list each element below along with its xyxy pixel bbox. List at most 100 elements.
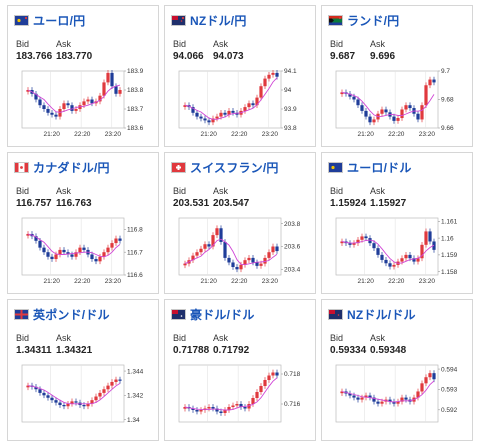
candle-body [223, 410, 227, 413]
candle-body [203, 118, 207, 121]
bid-label: Bid [330, 333, 344, 343]
candle-body [424, 377, 428, 384]
pair-title-link[interactable]: ユーロ/ドル [347, 160, 412, 175]
currency-pair-card[interactable]: ユーロ/ドル Bid Ask 1.15924 1.15927 1.161 1.16 1.159… [321, 152, 473, 294]
ask-label: Ask [213, 186, 229, 196]
candle-body [215, 228, 219, 236]
candlestick-chart[interactable]: 0.594 0.593 0.592 [326, 362, 466, 440]
candle-body [384, 259, 388, 264]
candle-body [118, 238, 122, 241]
moving-average-line [184, 238, 278, 266]
candlestick-chart[interactable]: 203.8 203.6 203.4 21:20 22:20 23:20 [169, 215, 309, 293]
candle-body [110, 72, 114, 87]
candlestick-chart[interactable]: 116.8 116.7 116.6 21:20 22:20 23:20 [12, 215, 152, 293]
candle-body [195, 112, 199, 117]
candle-body [396, 401, 400, 404]
candle-body [259, 263, 263, 266]
candlestick-chart[interactable]: 1.344 1.342 1.34 [12, 362, 152, 440]
currency-pair-card[interactable]: スイスフラン/円 Bid Ask 203.531 203.547 203.8 203.6 20… [164, 152, 316, 294]
candle-body [392, 116, 396, 121]
candle-body [90, 254, 94, 260]
candle-body [227, 257, 231, 263]
candlestick-chart[interactable]: 94.1 94 93.9 93.8 21:20 22:20 23:20 [169, 68, 309, 146]
currency-pair-card[interactable]: ランド/円 Bid Ask 9.687 9.696 9.7 9.68 9.66 21:20 22:… [321, 5, 473, 147]
card-header: カナダドル/円 [14, 158, 154, 176]
candle-body [50, 112, 54, 115]
candle-body [263, 78, 267, 87]
candle-body [384, 109, 388, 113]
currency-pair-card[interactable]: 豪ドル/ドル Bid Ask 0.71788 0.71792 0.718 0.716 [164, 299, 316, 441]
pair-title-link[interactable]: NZドル/ドル [347, 307, 416, 322]
candle-body [420, 244, 424, 259]
x-tick-label: 23:20 [105, 278, 122, 285]
candle-body [239, 264, 243, 270]
candle-body [231, 110, 235, 113]
currency-pair-card[interactable]: ユーロ/円 Bid Ask 183.766 183.770 183.9 183.8 183.7… [7, 5, 159, 147]
candle-body [191, 107, 195, 113]
candle-body [38, 99, 42, 106]
candle-body [368, 116, 372, 123]
candle-body [106, 72, 110, 83]
candle-body [58, 249, 62, 255]
pair-title-link[interactable]: ランド/円 [347, 13, 400, 28]
x-tick-label: 23:20 [262, 278, 279, 285]
candle-body [364, 236, 368, 239]
y-tick-label: 93.9 [284, 106, 297, 113]
bid-label: Bid [330, 186, 344, 196]
candle-body [34, 93, 38, 100]
candle-body [203, 244, 207, 249]
bid-label: Bid [16, 39, 30, 49]
candle-body [267, 375, 271, 380]
candle-body [243, 260, 247, 265]
candlestick-chart[interactable]: 183.9 183.8 183.7 183.6 21:20 22:20 23:20 [12, 68, 152, 146]
pair-title-link[interactable]: カナダドル/円 [33, 160, 110, 175]
ch-jp-flag-icon [171, 161, 186, 173]
candlestick-chart[interactable]: 9.7 9.68 9.66 21:20 22:20 23:20 [326, 68, 466, 146]
moving-average-line [184, 77, 278, 120]
ask-value: 183.770 [56, 51, 93, 62]
candle-body [388, 399, 392, 402]
x-tick-label: 21:20 [201, 278, 218, 285]
x-tick-label: 23:20 [419, 278, 436, 285]
candle-body [360, 236, 364, 240]
card-header: 豪ドル/ドル [171, 305, 311, 323]
pair-title-link[interactable]: ユーロ/円 [33, 13, 86, 28]
card-header: ユーロ/ドル [328, 158, 468, 176]
candle-body [114, 238, 118, 244]
y-tick-label: 0.592 [441, 407, 458, 414]
candle-body [356, 99, 360, 106]
currency-pair-card[interactable]: 英ポンド/ドル Bid Ask 1.34311 1.34321 1.344 1.342 1.3… [7, 299, 159, 441]
currency-pair-card[interactable]: NZドル/円 Bid Ask 94.066 94.073 94.1 94 93.9 93.8 21… [164, 5, 316, 147]
candle-body [243, 107, 247, 111]
candle-body [392, 401, 396, 404]
card-header: スイスフラン/円 [171, 158, 311, 176]
currency-pair-card[interactable]: NZドル/ドル Bid Ask 0.59334 0.59348 0.594 0.593 0.5… [321, 299, 473, 441]
eu-jp-flag-icon [14, 14, 29, 26]
candle-body [255, 262, 259, 266]
x-tick-label: 23:20 [105, 131, 122, 138]
ask-value: 203.547 [213, 198, 250, 209]
currency-pair-card[interactable]: カナダドル/円 Bid Ask 116.757 116.763 116.8 116.7 116… [7, 152, 159, 294]
candle-body [267, 74, 271, 79]
pair-title-link[interactable]: スイスフラン/円 [190, 160, 279, 175]
candle-body [372, 243, 376, 249]
candle-body [215, 116, 219, 119]
y-tick-label: 203.4 [284, 267, 301, 274]
candle-body [231, 262, 235, 268]
pair-title-link[interactable]: NZドル/円 [190, 13, 247, 28]
ask-value: 0.59348 [370, 345, 407, 356]
pair-title-link[interactable]: 豪ドル/ドル [190, 307, 255, 322]
pair-title-link[interactable]: 英ポンド/ドル [33, 307, 110, 322]
bid-label: Bid [173, 333, 187, 343]
candle-body [90, 99, 94, 104]
candle-body [376, 401, 380, 404]
candlestick-chart[interactable]: 0.718 0.716 [169, 362, 309, 440]
candle-body [219, 411, 223, 413]
ask-value: 1.34321 [56, 345, 93, 356]
candlestick-chart[interactable]: 1.161 1.16 1.159 1.158 21:20 22:20 23:20 [326, 215, 466, 293]
candle-body [247, 257, 251, 261]
bid-label: Bid [16, 186, 30, 196]
candle-body [42, 247, 46, 253]
ask-label: Ask [213, 333, 229, 343]
y-tick-label: 1.16 [441, 235, 454, 242]
